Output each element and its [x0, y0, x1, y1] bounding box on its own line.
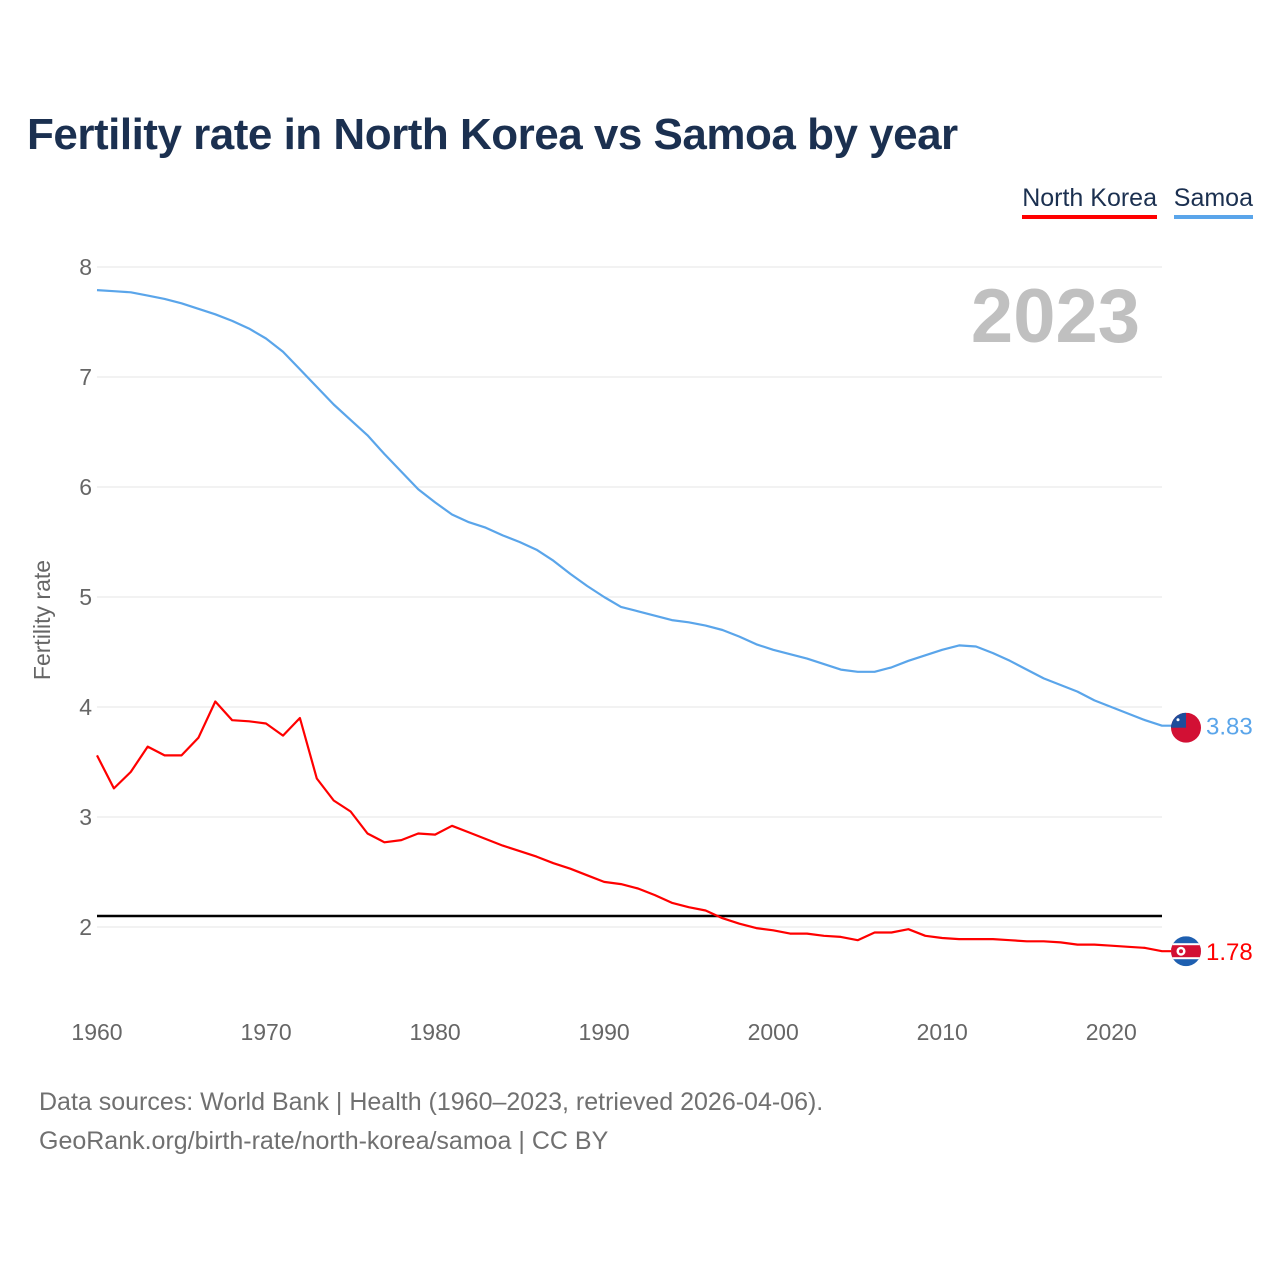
end-value-label: 1.78 [1206, 939, 1253, 966]
north-korea-flag-icon [1171, 936, 1201, 967]
series-line-north-korea [96, 700, 1172, 953]
y-tick-label: 3 [79, 804, 92, 830]
x-tick-label: 2020 [1086, 1019, 1137, 1045]
y-tick-label: 2 [79, 914, 92, 940]
legend-north-korea[interactable]: North Korea [1022, 184, 1157, 219]
y-axis-label: Fertility rate [29, 560, 55, 680]
x-tick-label: 1970 [240, 1019, 291, 1045]
x-tick-label: 2000 [748, 1019, 799, 1045]
end-value-label: 3.83 [1206, 714, 1253, 741]
legend-samoa[interactable]: Samoa [1173, 184, 1253, 219]
y-tick-label: 5 [79, 584, 92, 610]
chart-title: Fertility rate in North Korea vs Samoa b… [27, 110, 958, 159]
y-tick-label: 8 [79, 254, 92, 280]
flag-star [1176, 718, 1180, 722]
flag-body [1171, 936, 1201, 967]
flag-red-band [1171, 945, 1201, 958]
y-tick-label: 6 [79, 474, 92, 500]
source-line-2[interactable]: GeoRank.org/birth-rate/north-korea/samoa… [39, 1127, 609, 1155]
series-line-samoa [96, 289, 1172, 727]
flag-body [1171, 712, 1201, 743]
y-tick-label: 4 [79, 694, 92, 720]
x-tick-label: 1960 [71, 1019, 122, 1045]
x-tick-label: 2010 [917, 1019, 968, 1045]
x-tick-label: 1980 [410, 1019, 461, 1045]
samoa-flag-icon [1171, 712, 1201, 743]
year-watermark: 2023 [971, 274, 1140, 359]
flag-star [1179, 949, 1183, 954]
x-tick-label: 1990 [579, 1019, 630, 1045]
y-tick-label: 7 [79, 364, 92, 390]
source-line-1: Data sources: World Bank | Health (1960–… [39, 1088, 824, 1116]
